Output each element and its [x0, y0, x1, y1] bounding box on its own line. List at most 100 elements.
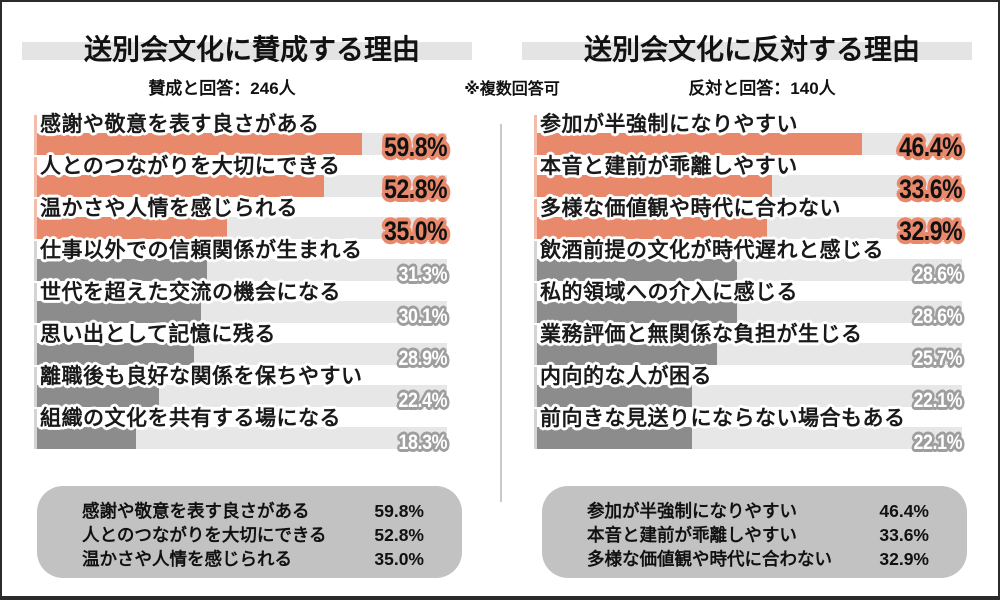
label-tick	[34, 409, 37, 449]
bar-value: 31.3%	[398, 263, 448, 286]
bar-value: 25.7%	[913, 347, 963, 370]
summary-label: 感謝や敬意を表す良さがある	[82, 501, 310, 521]
summary-value: 32.9%	[879, 549, 929, 569]
bar-value: 28.9%	[398, 347, 448, 370]
title-highlight-band	[522, 42, 972, 60]
title-highlight-band	[22, 42, 472, 60]
bar-label: 参加が半強制になりやすい	[540, 113, 798, 136]
multiple-answers-note: ※複数回答可	[464, 81, 560, 98]
bar-track	[537, 259, 962, 281]
bar-fill	[37, 217, 227, 239]
bar-label: 人とのつながりを大切にできる	[40, 155, 341, 178]
summary-label: 本音と建前が乖離しやすい	[587, 525, 797, 545]
label-tick	[34, 115, 37, 155]
label-tick	[534, 409, 537, 449]
label-tick	[34, 157, 37, 197]
bar-track	[37, 343, 447, 365]
bar-fill	[537, 259, 737, 281]
bar-track	[537, 343, 962, 365]
panel-title-pro: 送別会文化に賛成する理由	[83, 33, 420, 65]
panel-title-con: 送別会文化に反対する理由	[583, 33, 920, 65]
bar-track	[37, 133, 447, 155]
bar-fill	[37, 427, 136, 449]
bar-track	[37, 301, 447, 323]
summary-row: 感謝や敬意を表す良さがある 59.8%	[82, 501, 424, 522]
bar-label: 離職後も良好な関係を保ちやすい	[40, 365, 363, 388]
bar-track	[537, 301, 962, 323]
label-tick	[34, 283, 37, 323]
respondent-count-con: 反対と回答：140人	[688, 79, 836, 98]
bar-fill	[37, 175, 324, 197]
bar-fill	[37, 385, 159, 407]
summary-value: 59.8%	[374, 501, 424, 521]
label-tick	[534, 241, 537, 281]
bar-track	[537, 217, 962, 239]
label-tick	[534, 157, 537, 197]
label-tick	[534, 283, 537, 323]
panel-pro: 送別会文化に賛成する理由 賛成と回答：246人 感謝や敬意を表す良さがある 59.…	[2, 2, 502, 596]
summary-row: 参加が半強制になりやすい 46.4%	[587, 501, 929, 522]
bar-fill	[537, 385, 692, 407]
label-tick	[534, 367, 537, 407]
summary-row: 人とのつながりを大切にできる 52.8%	[82, 525, 424, 546]
bar-label: 飲酒前提の文化が時代遅れと感じる	[540, 239, 884, 262]
label-tick	[534, 115, 537, 155]
bar-label: 業務評価と無関係な負担が生じる	[540, 323, 863, 346]
bar-value: 22.1%	[913, 389, 963, 412]
bar-fill	[537, 175, 772, 197]
bar-value: 28.6%	[913, 263, 963, 286]
summary-box-pro: 感謝や敬意を表す良さがある 59.8% 人とのつながりを大切にできる 52.8% 温かさ…	[37, 486, 462, 578]
bar-track	[37, 259, 447, 281]
bar-value: 18.3%	[398, 431, 448, 454]
bar-fill	[37, 133, 362, 155]
summary-box-con: 参加が半強制になりやすい 46.4% 本音と建前が乖離しやすい 33.6% 多様な価値観…	[542, 486, 967, 578]
bar-track	[537, 133, 962, 155]
label-tick	[34, 199, 37, 239]
bar-fill	[537, 133, 862, 155]
bar-fill	[37, 301, 201, 323]
bar-value: 52.8%	[384, 174, 447, 204]
label-tick	[534, 325, 537, 365]
bar-label: 内向的な人が困る	[540, 365, 712, 388]
bar-label: 多様な価値観や時代に合わない	[540, 197, 841, 220]
bar-label: 本音と建前が乖離しやすい	[540, 155, 798, 178]
summary-value: 33.6%	[879, 525, 929, 545]
bar-value: 30.1%	[398, 305, 448, 328]
bar-value: 22.4%	[398, 389, 448, 412]
bar-label: 感謝や敬意を表す良さがある	[40, 113, 320, 136]
bar-track	[37, 175, 447, 197]
center-divider	[500, 124, 502, 502]
bar-label: 仕事以外での信頼関係が生まれる	[40, 239, 363, 262]
bar-label: 組織の文化を共有する場になる	[40, 407, 341, 430]
bar-track	[537, 175, 962, 197]
bar-label: 前向きな見送りにならない場合もある	[540, 407, 906, 430]
bar-value: 22.1%	[913, 431, 963, 454]
respondent-count-pro: 賛成と回答：246人	[148, 79, 296, 98]
bar-fill	[37, 259, 207, 281]
bar-track	[37, 427, 447, 449]
bar-value: 46.4%	[899, 132, 962, 162]
bar-track	[537, 385, 962, 407]
summary-label: 多様な価値観や時代に合わない	[587, 549, 832, 569]
panel-con: 送別会文化に反対する理由 反対と回答：140人 参加が半強制になりやすい 46.4…	[502, 2, 998, 596]
summary-value: 35.0%	[374, 549, 424, 569]
bar-value: 59.8%	[384, 132, 447, 162]
bar-track	[37, 385, 447, 407]
bar-fill	[537, 343, 717, 365]
summary-value: 46.4%	[879, 501, 929, 521]
summary-label: 温かさや人情を感じられる	[82, 549, 292, 569]
summary-label: 人とのつながりを大切にできる	[82, 525, 327, 545]
summary-label: 参加が半強制になりやすい	[587, 501, 797, 521]
bar-label: 私的領域への介入に感じる	[540, 281, 798, 304]
label-tick	[34, 325, 37, 365]
bar-fill	[537, 217, 767, 239]
label-tick	[34, 241, 37, 281]
bar-value: 35.0%	[384, 216, 447, 246]
bar-label: 思い出として記憶に残る	[40, 323, 276, 346]
bar-fill	[537, 301, 737, 323]
summary-value: 52.8%	[374, 525, 424, 545]
label-tick	[534, 199, 537, 239]
bar-fill	[37, 343, 194, 365]
label-tick	[34, 367, 37, 407]
